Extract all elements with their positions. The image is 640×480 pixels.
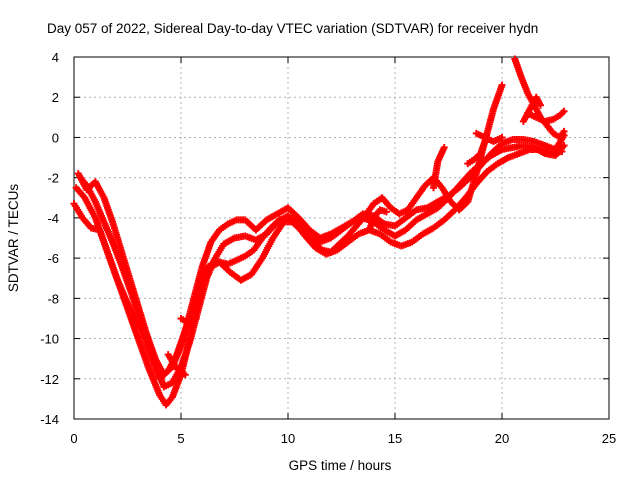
chart-title: Day 057 of 2022, Sidereal Day-to-day VTE… [47, 21, 538, 36]
data-point-marker [440, 144, 448, 151]
data-point-marker [382, 208, 390, 216]
data-point-marker [498, 133, 506, 141]
series-track-11 [164, 351, 189, 379]
y-tick-label: -12 [40, 372, 59, 387]
data-point-marker [181, 371, 189, 379]
x-axis-label: GPS time / hours [289, 458, 392, 473]
y-tick-label: -6 [47, 251, 59, 266]
x-tick-label: 10 [281, 431, 295, 446]
data-point-marker [560, 141, 568, 149]
series-track-12 [177, 314, 200, 326]
y-tick-label: -4 [47, 211, 59, 226]
y-tick-label: -14 [40, 412, 59, 427]
series-track-6 [464, 137, 489, 168]
series-track-9 [524, 107, 568, 125]
series-track-5 [430, 144, 448, 192]
x-tick-label: 20 [495, 431, 509, 446]
x-tick-labels: 0 5 10 15 20 25 [70, 431, 616, 446]
data-markers [70, 55, 568, 409]
data-point-marker [192, 314, 200, 322]
x-tick-label: 15 [388, 431, 402, 446]
series-track-4 [70, 81, 506, 383]
y-tick-labels: 4 2 0 -2 -4 -6 -8 -10 -12 -14 [40, 50, 59, 427]
x-tick-label: 0 [70, 431, 77, 446]
series-track-10 [519, 93, 545, 125]
data-point-marker [498, 81, 506, 89]
y-tick-label: -8 [47, 291, 59, 306]
y-axis-label: SDTVAR / TECUs [6, 184, 21, 293]
y-tick-label: 4 [52, 50, 59, 65]
plot-frame [73, 56, 610, 420]
series-track-7 [472, 129, 506, 145]
data-point-marker [537, 101, 545, 109]
y-tick-label: 2 [52, 90, 59, 105]
data-point-marker [560, 107, 568, 115]
x-tick-label: 5 [177, 431, 184, 446]
y-tick-label: -2 [47, 171, 59, 186]
series-track-1 [72, 146, 566, 409]
axis-ticks [73, 56, 610, 420]
y-tick-label: 0 [52, 130, 59, 145]
data-point-marker [560, 127, 568, 135]
series-track-8 [511, 55, 568, 141]
series-track-13 [365, 206, 390, 234]
x-tick-label: 25 [602, 431, 616, 446]
y-tick-label: -10 [40, 332, 59, 347]
